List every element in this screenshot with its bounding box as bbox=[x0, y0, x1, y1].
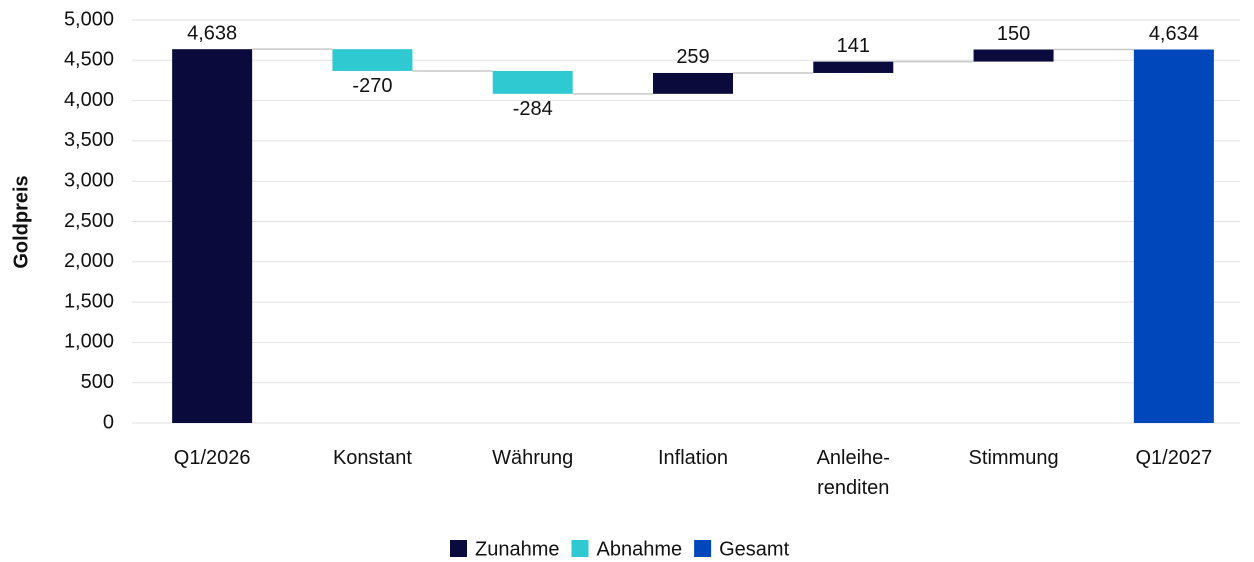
data-label: 141 bbox=[837, 35, 870, 57]
data-label: 4,634 bbox=[1149, 23, 1199, 45]
x-tick-label: Inflation bbox=[658, 447, 728, 469]
y-tick-label: 4,000 bbox=[64, 89, 114, 111]
legend-swatch bbox=[450, 540, 467, 557]
bar bbox=[492, 70, 573, 94]
x-tick-label: Stimmung bbox=[969, 447, 1059, 469]
bar bbox=[332, 49, 413, 71]
x-tick-label: Währung bbox=[492, 447, 573, 469]
data-label: -284 bbox=[513, 98, 553, 120]
legend-label: Abnahme bbox=[597, 538, 683, 560]
bar bbox=[172, 49, 253, 424]
data-label: 150 bbox=[997, 23, 1030, 45]
legend-swatch bbox=[571, 540, 589, 557]
bar bbox=[813, 61, 894, 73]
legend-swatch bbox=[694, 540, 712, 557]
data-label: 259 bbox=[676, 46, 709, 68]
y-tick-label: 3,000 bbox=[64, 169, 114, 191]
y-tick-label: 1,500 bbox=[64, 290, 114, 312]
y-tick-label: 0 bbox=[103, 411, 114, 433]
y-tick-label: 500 bbox=[81, 371, 114, 393]
x-tick-label: Q1/2027 bbox=[1135, 447, 1212, 469]
y-axis-title: Goldpreis bbox=[10, 175, 32, 268]
data-label: 4,638 bbox=[187, 22, 237, 44]
legend-label: Gesamt bbox=[719, 538, 789, 560]
x-tick-label: Q1/2026 bbox=[174, 447, 251, 469]
x-tick-label: Konstant bbox=[333, 447, 412, 469]
y-tick-label: 1,000 bbox=[64, 331, 114, 353]
y-tick-label: 2,000 bbox=[64, 250, 114, 272]
x-tick-label: Anleihe-renditen bbox=[817, 447, 890, 499]
bar bbox=[653, 72, 733, 94]
y-tick-label: 5,000 bbox=[64, 8, 114, 30]
bar bbox=[1133, 49, 1214, 423]
legend-label: Zunahme bbox=[475, 538, 560, 560]
y-tick-label: 4,500 bbox=[64, 49, 114, 71]
y-tick-label: 2,500 bbox=[64, 210, 114, 232]
y-tick-label: 3,500 bbox=[64, 129, 114, 151]
data-label: -270 bbox=[352, 75, 392, 97]
bar bbox=[973, 49, 1054, 62]
